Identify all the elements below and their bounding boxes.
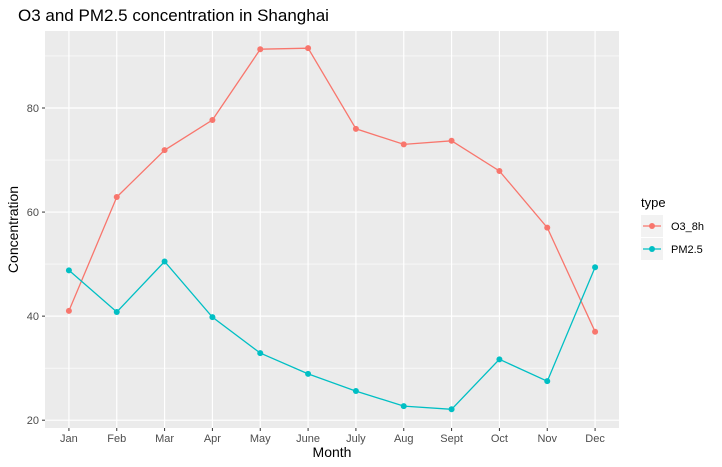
data-point-o3-8h — [544, 224, 551, 231]
data-point-pm2-5 — [496, 356, 503, 363]
data-point-pm2-5 — [448, 406, 455, 413]
x-tick-label: May — [250, 433, 271, 445]
data-point-o3-8h — [257, 46, 264, 53]
data-point-pm2-5 — [352, 388, 359, 395]
x-axis-title: Month — [313, 444, 352, 460]
data-point-pm2-5 — [257, 350, 264, 357]
data-point-pm2-5 — [209, 314, 216, 321]
y-tick-label: 80 — [27, 103, 39, 115]
data-point-pm2-5 — [544, 378, 551, 385]
data-point-o3-8h — [209, 116, 216, 123]
x-tick-label: Sept — [440, 433, 463, 445]
x-tick-label: Apr — [204, 433, 221, 445]
data-point-o3-8h — [496, 167, 503, 174]
x-tick-label: June — [296, 433, 320, 445]
data-point-pm2-5 — [305, 370, 312, 377]
x-tick-label: Nov — [537, 433, 557, 445]
y-tick-label: 60 — [27, 207, 39, 219]
x-tick-label: Oct — [491, 433, 508, 445]
x-tick-label: Feb — [107, 433, 126, 445]
grid-major — [45, 31, 619, 428]
data-point-o3-8h — [592, 328, 599, 335]
data-point-o3-8h — [400, 141, 407, 148]
legend-items: O3_8h PM2.5 — [641, 215, 704, 260]
x-tick-label: Mar — [155, 433, 174, 445]
series-line-o3-8h — [68, 47, 596, 332]
axis-ticks — [42, 107, 596, 431]
plot-panel — [45, 31, 619, 428]
data-point-pm2-5 — [161, 258, 168, 265]
data-point-o3-8h — [65, 307, 72, 314]
chart-title: O3 and PM2.5 concentration in Shanghai — [18, 6, 329, 25]
legend: type O3_8h PM2.5 — [641, 195, 704, 260]
x-tick-label: Aug — [394, 433, 414, 445]
series-lines — [68, 47, 596, 410]
data-point-o3-8h — [113, 193, 120, 200]
data-point-o3-8h — [305, 45, 312, 52]
legend-label-o3-8h: O3_8h — [671, 221, 704, 233]
data-point-pm2-5 — [65, 267, 72, 274]
x-tick-label: July — [346, 433, 366, 445]
data-point-pm2-5 — [400, 403, 407, 410]
legend-label-pm2-5: PM2.5 — [671, 244, 703, 256]
y-tick-label: 40 — [27, 311, 39, 323]
series-line-pm2-5 — [68, 260, 596, 410]
legend-title: type — [641, 195, 666, 210]
y-tick-label: 20 — [27, 415, 39, 427]
data-point-o3-8h — [448, 137, 455, 144]
data-point-pm2-5 — [592, 264, 599, 271]
y-axis-title: Concentration — [5, 186, 21, 273]
series-points — [65, 45, 599, 413]
grid-minor — [45, 55, 619, 369]
x-tick-label: Jan — [60, 433, 78, 445]
x-tick-label: Dec — [585, 433, 605, 445]
data-point-o3-8h — [352, 125, 359, 132]
data-point-o3-8h — [161, 147, 168, 154]
legend-key-point-pm2-5 — [649, 246, 655, 252]
legend-key-point-o3-8h — [649, 223, 655, 229]
x-tick-labels: Jan Feb Mar Apr May June July Aug Sept Oct Nov Dec — [60, 433, 605, 445]
y-tick-labels: 20 40 60 80 — [27, 103, 39, 427]
data-point-pm2-5 — [113, 308, 120, 315]
